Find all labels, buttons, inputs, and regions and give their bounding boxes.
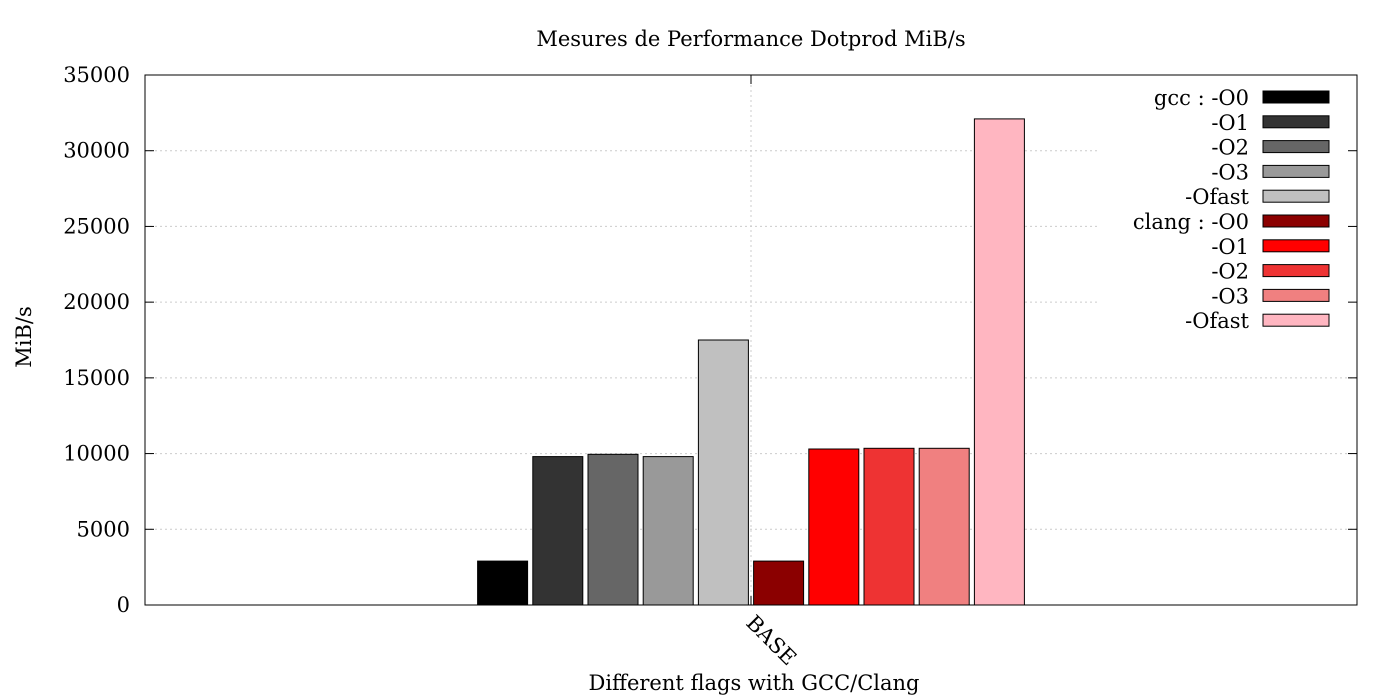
legend-swatch (1262, 264, 1330, 278)
bar-series-0 (477, 560, 529, 606)
bar-series-2 (587, 453, 639, 606)
bar-series-5 (753, 560, 805, 606)
x-tick-label: BASE (741, 611, 801, 671)
legend-label: -O2 (1211, 136, 1249, 160)
legend-label: -Ofast (1185, 309, 1249, 333)
legend-label: -O1 (1211, 235, 1249, 259)
legend-swatch (1262, 164, 1330, 178)
bar-series-3 (642, 456, 694, 606)
y-tick-label: 30000 (63, 139, 130, 163)
y-tick-label: 0 (117, 593, 130, 617)
y-tick-label: 5000 (77, 517, 130, 541)
legend-label: clang : -O0 (1133, 210, 1249, 234)
legend-swatch (1262, 214, 1330, 228)
bar-series-7 (863, 447, 915, 606)
legend-label: -O3 (1211, 160, 1249, 184)
legend-swatch (1262, 115, 1330, 129)
y-tick-label: 15000 (63, 366, 130, 390)
legend-swatch (1262, 239, 1330, 253)
legend-label: -O3 (1211, 284, 1249, 308)
legend-label: -O2 (1211, 260, 1249, 284)
y-tick-label: 20000 (63, 290, 130, 314)
legend-swatch (1262, 288, 1330, 302)
grid-lines (145, 75, 1357, 605)
legend-swatch (1262, 189, 1330, 203)
chart-title: Mesures de Performance Dotprod MiB/s (536, 27, 965, 51)
y-tick-label: 25000 (63, 214, 130, 238)
bar-series-8 (918, 447, 970, 606)
x-axis-label: Different flags with GCC/Clang (588, 671, 919, 695)
y-tick-label: 35000 (63, 63, 130, 87)
bar-series-1 (532, 456, 584, 606)
legend-label: gcc : -O0 (1154, 86, 1249, 110)
legend-label: -Ofast (1185, 185, 1249, 209)
legend-swatch (1262, 90, 1330, 104)
bars (477, 118, 1025, 606)
y-tick-label: 10000 (63, 442, 130, 466)
legend-swatch (1262, 140, 1330, 154)
bar-series-6 (808, 448, 860, 606)
legend-label: -O1 (1211, 111, 1249, 135)
y-axis-label: MiB/s (12, 306, 36, 368)
bar-series-4 (697, 339, 749, 606)
bar-series-9 (973, 118, 1025, 606)
y-axis-ticks: 0 5000 10000 15000 20000 25000 30000 35000 (63, 63, 1357, 617)
legend-swatch (1262, 313, 1330, 327)
